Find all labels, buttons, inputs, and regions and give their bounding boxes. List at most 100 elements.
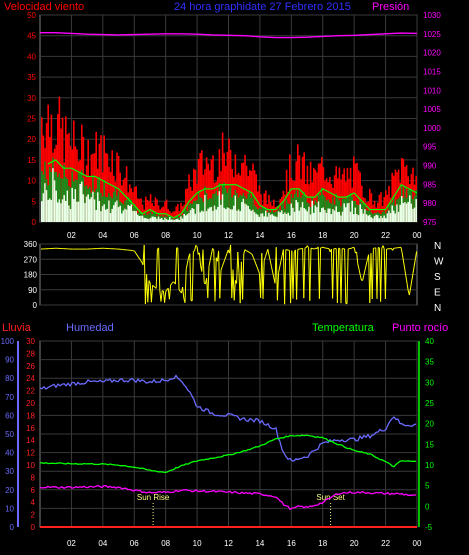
- wind-base-bar: [117, 207, 120, 222]
- wind-base-bar: [130, 204, 133, 222]
- wind-gust-bar: [181, 206, 184, 222]
- wind-base-bar: [162, 220, 165, 222]
- wind-speed-bar: [252, 194, 254, 222]
- wind-base-bar: [402, 203, 405, 222]
- direction-trace: [256, 266, 259, 271]
- direction-trace: [255, 263, 258, 268]
- wind-speed-bar: [121, 202, 123, 222]
- wind-base-bar: [121, 213, 123, 222]
- dew-point-line: [39, 484, 417, 511]
- wind-base-bar: [188, 213, 190, 222]
- wind-base-bar: [164, 217, 166, 222]
- wind-base-bar: [287, 212, 289, 222]
- wind-x-tick: 06: [130, 231, 139, 240]
- direction-trace: [314, 247, 317, 250]
- wind-gust-bar: [229, 149, 232, 222]
- wind-speed-bar: [239, 194, 241, 222]
- wind-base-bar: [265, 210, 267, 222]
- direction-trace: [195, 245, 198, 247]
- direction-trace: [322, 246, 325, 249]
- wind-base-bar: [351, 200, 353, 222]
- wind-base-bar: [266, 216, 269, 222]
- wind-base-bar: [65, 200, 67, 222]
- wind-speed-bar: [293, 193, 296, 222]
- direction-trace: [359, 274, 362, 281]
- wind-base-bar: [116, 200, 118, 222]
- direction-trace: [233, 280, 236, 301]
- wind-base-bar: [314, 205, 317, 222]
- wind-base-bar: [226, 207, 229, 222]
- wind-base-bar: [250, 210, 253, 222]
- wind-speed-bar: [319, 195, 321, 222]
- pressure-y-tick: 980: [423, 199, 437, 208]
- humidity-y-tick: 80: [5, 374, 14, 383]
- direction-trace: [269, 260, 272, 267]
- wind-speed-bar: [146, 214, 149, 222]
- wind-y-tick: 15: [27, 156, 36, 165]
- direction-y-tick: 270: [24, 255, 38, 264]
- direction-trace: [332, 248, 335, 299]
- wind-base-bar: [300, 207, 302, 222]
- wind-base-bar: [191, 208, 193, 222]
- direction-trace: [196, 246, 199, 255]
- direction-compass-label: S: [434, 272, 441, 283]
- wind-gust-bar: [159, 209, 161, 222]
- pressure-y-tick: 1030: [423, 11, 441, 20]
- wind-base-bar: [77, 201, 80, 222]
- direction-trace: [252, 257, 256, 261]
- wind-base-bar: [204, 195, 206, 222]
- wind-base-bar: [306, 211, 309, 222]
- wind-gust-bar: [289, 154, 291, 222]
- wind-gust-bar: [242, 162, 245, 222]
- wind-gust-bar: [188, 174, 190, 222]
- wind-base-bar: [322, 207, 325, 222]
- wind-base-bar: [149, 218, 152, 222]
- wind-base-bar: [373, 216, 376, 222]
- temperature-y-tick: 30: [425, 378, 434, 387]
- wind-gust-bar: [66, 134, 69, 222]
- wind-base-bar: [186, 214, 189, 222]
- wind-gust-bar: [341, 174, 344, 222]
- wind-base-bar: [357, 215, 360, 222]
- wind-base-bar: [348, 202, 350, 222]
- direction-trace: [408, 287, 412, 296]
- wind-speed-bar: [370, 212, 373, 222]
- wind-speed-bar: [330, 203, 333, 222]
- wind-base-bar: [175, 219, 177, 222]
- wind-base-bar: [277, 211, 280, 222]
- wind-base-bar: [362, 213, 365, 222]
- wind-base-bar: [97, 192, 99, 222]
- wind-gust-bar: [265, 190, 267, 222]
- wind-y-tick: 40: [27, 52, 36, 61]
- wind-base-bar: [183, 213, 185, 222]
- wind-base-bar: [329, 208, 331, 222]
- direction-trace: [382, 245, 385, 249]
- wind-speed-bar: [178, 217, 181, 222]
- wind-base-bar: [245, 204, 248, 222]
- wind-base-bar: [381, 217, 384, 222]
- wind-gust-bar: [244, 154, 246, 222]
- direction-trace: [264, 252, 268, 257]
- rain-y-tick: 20: [26, 399, 35, 408]
- direction-trace: [209, 254, 212, 261]
- wind-base-bar: [146, 218, 149, 222]
- wind-gust-bar: [313, 167, 315, 222]
- wind-base-bar: [209, 207, 211, 222]
- wind-base-bar: [165, 219, 168, 222]
- wind-gust-bar: [372, 204, 374, 222]
- direction-trace: [150, 285, 154, 303]
- wind-base-bar: [212, 210, 214, 222]
- pressure-y-tick: 1000: [423, 124, 441, 133]
- rain-y-tick: 22: [26, 387, 35, 396]
- humidity-y-tick: 10: [5, 504, 14, 513]
- wind-y-tick: 0: [32, 218, 37, 227]
- wind-base-bar: [410, 203, 413, 222]
- direction-trace: [405, 275, 408, 284]
- pressure-y-tick: 995: [423, 143, 437, 152]
- wind-speed-bar: [325, 200, 328, 222]
- wind-speed-bar: [341, 198, 344, 222]
- direction-trace: [267, 249, 270, 256]
- pressure-y-tick: 1025: [423, 30, 441, 39]
- wind-base-bar: [305, 209, 307, 222]
- wind-gust-bar: [57, 114, 59, 222]
